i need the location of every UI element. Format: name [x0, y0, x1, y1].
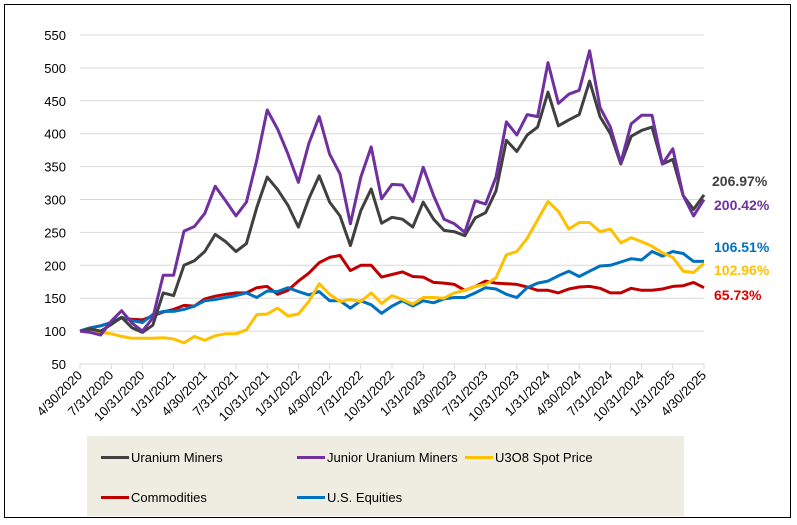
end-value-label: 200.42%: [714, 197, 770, 213]
end-value-label: 102.96%: [714, 262, 770, 278]
series-line-u-s-equities: [79, 250, 704, 333]
legend-swatch: [465, 456, 493, 459]
legend-swatch: [101, 496, 129, 499]
y-tick-label: 400: [44, 127, 66, 142]
end-value-label: 106.51%: [714, 239, 770, 255]
y-tick-label: 50: [52, 357, 66, 372]
chart-frame: [4, 4, 791, 518]
y-tick-label: 550: [44, 28, 66, 43]
legend-swatch: [297, 456, 325, 459]
y-tick-label: 500: [44, 61, 66, 76]
legend-label: Commodities: [131, 490, 207, 505]
legend-swatch: [297, 496, 325, 499]
legend-swatch: [101, 456, 129, 459]
chart-legend: Uranium Miners Junior Uranium Miners U3O8 …: [87, 436, 684, 516]
legend-label: U3O8 Spot Price: [495, 450, 593, 465]
y-tick-label: 250: [44, 225, 66, 240]
legend-item: Commodities: [101, 490, 207, 505]
legend-item: U.S. Equities: [297, 490, 402, 505]
y-tick-label: 100: [44, 324, 66, 339]
series-line-uranium-miners: [79, 79, 706, 334]
legend-item: Uranium Miners: [101, 450, 223, 465]
end-value-label: 65.73%: [714, 287, 762, 303]
y-tick-label: 350: [44, 160, 66, 175]
series-line-junior-uranium-miners: [79, 49, 706, 337]
series-line-commodities: [79, 253, 705, 333]
legend-label: Uranium Miners: [131, 450, 223, 465]
legend-label: U.S. Equities: [327, 490, 403, 505]
series-line-u3o8-spot-price: [80, 200, 705, 345]
legend-label: Junior Uranium Miners: [327, 450, 458, 465]
legend-item: Junior Uranium Miners: [297, 450, 458, 465]
y-tick-label: 150: [44, 291, 66, 306]
end-value-label: 206.97%: [712, 173, 768, 189]
legend-item: U3O8 Spot Price: [465, 450, 593, 465]
y-tick-label: 300: [44, 193, 66, 208]
y-tick-label: 450: [44, 94, 66, 109]
y-tick-label: 200: [44, 258, 66, 273]
